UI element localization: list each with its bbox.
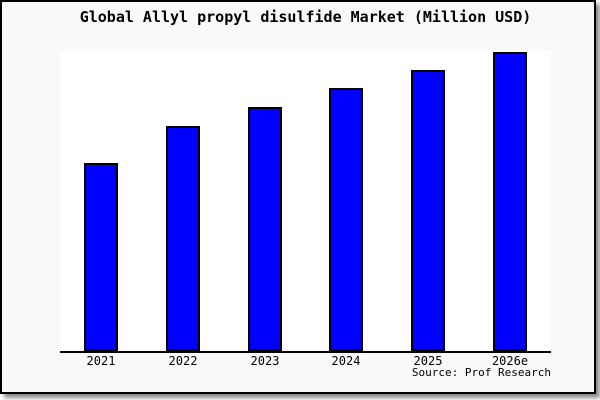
x-tick-label-2021: 2021 bbox=[86, 354, 116, 368]
bar-2024 bbox=[329, 88, 363, 351]
source-credit: Source: Prof Research bbox=[411, 366, 551, 379]
bar-2023 bbox=[248, 107, 282, 351]
chart-frame: Global Allyl propyl disulfide Market (Mi… bbox=[0, 0, 596, 394]
bar-2021 bbox=[84, 163, 118, 351]
plot-area bbox=[60, 51, 551, 353]
bar-2025 bbox=[411, 70, 445, 351]
x-tick-label-2022: 2022 bbox=[168, 354, 198, 368]
chart-title: Global Allyl propyl disulfide Market (Mi… bbox=[79, 8, 532, 26]
bar-2026e bbox=[493, 52, 527, 351]
x-tick-label-2023: 2023 bbox=[250, 354, 280, 368]
bar-2022 bbox=[166, 126, 200, 351]
x-tick-label-2024: 2024 bbox=[331, 354, 361, 368]
